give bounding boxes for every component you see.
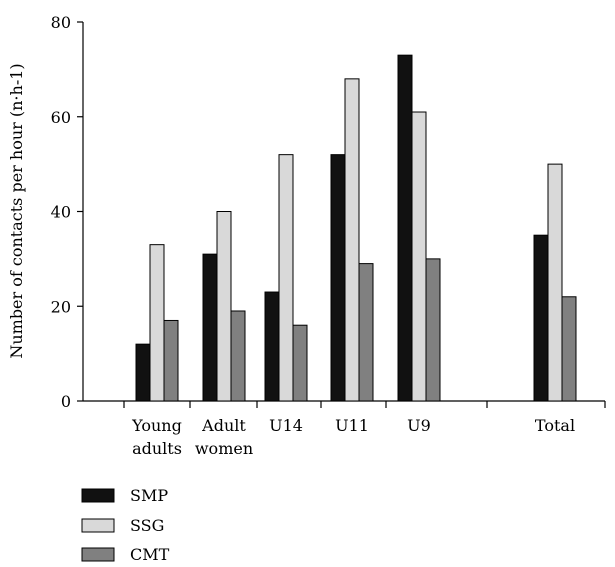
bar-smp <box>264 291 280 402</box>
legend-label-cmt: CMT <box>130 545 170 564</box>
y-tick-label: 40 <box>51 203 71 222</box>
bars <box>135 54 577 402</box>
bar-ssg <box>411 111 427 402</box>
bar-cmt <box>561 296 577 402</box>
y-axis-label: Number of contacts per hour (n·h-1) <box>7 63 26 358</box>
x-category-label: U14 <box>269 416 303 435</box>
axes: 0 20 40 60 80 <box>51 13 606 411</box>
bar-smp <box>330 154 346 402</box>
category-labels: Young adults Adult women U14 U11 U9 Total <box>131 416 575 458</box>
x-category-label: Young <box>131 416 182 435</box>
y-tick-label: 0 <box>61 392 71 411</box>
bar-ssg <box>278 154 294 402</box>
bar-ssg <box>344 78 360 402</box>
x-category-label: Adult <box>201 416 246 435</box>
x-category-label: women <box>195 439 253 458</box>
bar-cmt <box>163 319 179 402</box>
bar-smp <box>135 343 151 402</box>
bar-cmt <box>230 310 246 402</box>
legend: SMP SSG CMT <box>81 486 170 564</box>
bar-cmt <box>292 324 308 402</box>
y-tick-label: 20 <box>51 297 71 316</box>
legend-swatch-cmt <box>81 547 115 562</box>
legend-label-smp: SMP <box>130 486 168 505</box>
legend-swatch-smp <box>81 488 115 503</box>
bar-cmt <box>425 258 441 402</box>
y-tick-label: 60 <box>51 108 71 127</box>
bar-ssg <box>149 244 165 402</box>
bar-smp <box>533 234 549 402</box>
x-category-label: Total <box>535 416 575 435</box>
legend-swatch-ssg <box>81 518 115 533</box>
bar-smp <box>202 253 218 402</box>
legend-label-ssg: SSG <box>130 516 164 535</box>
y-tick-label: 80 <box>51 13 71 32</box>
bar-ssg <box>547 163 563 402</box>
x-category-label: U9 <box>407 416 431 435</box>
x-category-label: U11 <box>335 416 369 435</box>
x-category-label: adults <box>132 439 182 458</box>
bar-cmt <box>358 263 374 402</box>
bar-smp <box>397 54 413 402</box>
bar-ssg <box>216 211 232 402</box>
